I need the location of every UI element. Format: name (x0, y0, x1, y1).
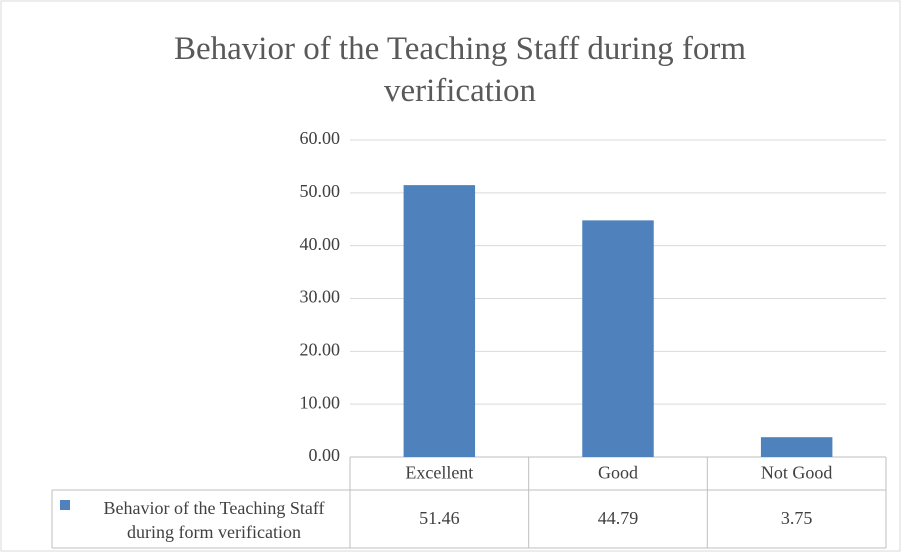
bar (403, 185, 476, 457)
chart-title: Behavior of the Teaching Staff during fo… (174, 31, 746, 109)
bar (582, 220, 654, 457)
y-tick-label: 10.00 (300, 392, 341, 412)
table-value: 44.79 (598, 508, 639, 528)
x-tick-label: Excellent (405, 463, 473, 483)
y-tick-label: 60.00 (300, 128, 341, 148)
y-tick-label: 0.00 (309, 445, 341, 465)
legend-label: Behavior of the Teaching Staff during fo… (103, 498, 325, 542)
x-tick-label: Good (598, 463, 638, 483)
y-tick-label: 30.00 (300, 287, 341, 307)
x-tick-label: Not Good (761, 463, 833, 483)
table-value: 51.46 (419, 508, 460, 528)
legend: Behavior of the Teaching Staff during fo… (60, 492, 350, 548)
y-tick-label: 20.00 (300, 339, 341, 359)
table-value: 3.75 (781, 508, 813, 528)
y-tick-label: 50.00 (300, 181, 341, 201)
legend-key (60, 500, 70, 510)
bar (760, 437, 833, 457)
y-tick-label: 40.00 (300, 234, 341, 254)
